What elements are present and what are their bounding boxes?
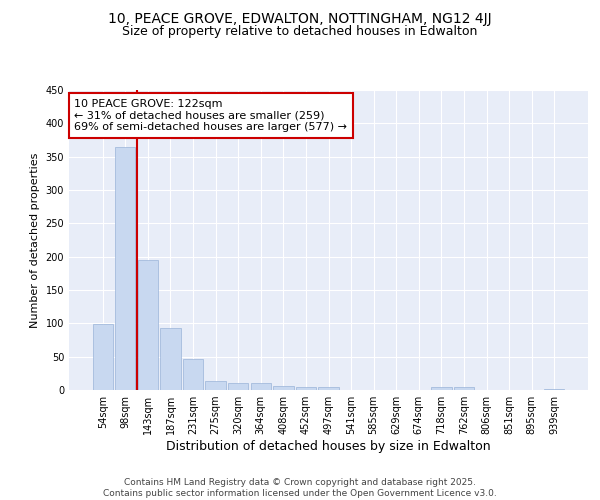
Y-axis label: Number of detached properties: Number of detached properties [30,152,40,328]
Text: Size of property relative to detached houses in Edwalton: Size of property relative to detached ho… [122,25,478,38]
Text: 10, PEACE GROVE, EDWALTON, NOTTINGHAM, NG12 4JJ: 10, PEACE GROVE, EDWALTON, NOTTINGHAM, N… [108,12,492,26]
Bar [454,388,474,390]
X-axis label: Distribution of detached houses by size in Edwalton: Distribution of detached houses by size … [166,440,491,453]
Bar [251,384,271,390]
Bar [431,386,452,390]
Bar [296,386,316,390]
Bar [544,388,565,390]
Text: 10 PEACE GROVE: 122sqm
← 31% of detached houses are smaller (259)
69% of semi-de: 10 PEACE GROVE: 122sqm ← 31% of detached… [74,99,347,132]
Bar [228,384,248,390]
Bar [138,260,158,390]
Bar [205,380,226,390]
Bar [92,324,113,390]
Bar [115,146,136,390]
Bar [273,386,293,390]
Bar [183,360,203,390]
Bar [160,328,181,390]
Text: Contains HM Land Registry data © Crown copyright and database right 2025.
Contai: Contains HM Land Registry data © Crown c… [103,478,497,498]
Bar [319,386,338,390]
